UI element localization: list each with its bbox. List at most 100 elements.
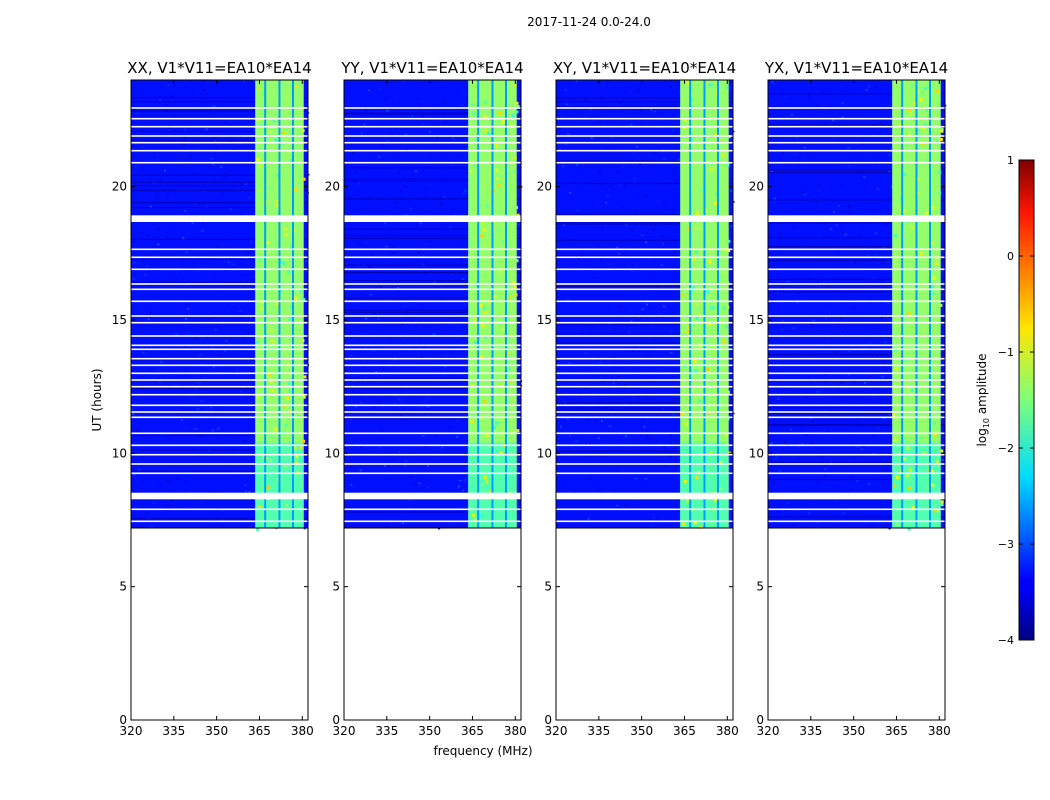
rfi-hotspot (472, 413, 476, 417)
heatmap-pixel (649, 307, 652, 310)
heatmap-row (131, 181, 308, 183)
x-tick-label: 380 (504, 724, 527, 738)
flagged-row (768, 256, 945, 259)
flagged-row (556, 135, 733, 137)
flagged-row (344, 335, 521, 337)
heatmap-pixel (136, 112, 139, 114)
rfi-hotspot (910, 84, 914, 88)
rfi-hotspot (266, 241, 270, 245)
heatmap-pixel (775, 80, 778, 82)
heatmap-pixel (579, 80, 582, 82)
heatmap-pixel (443, 121, 446, 123)
heatmap-pixel (855, 84, 858, 86)
heatmap-pixel (171, 95, 174, 98)
heatmap-row (556, 342, 733, 344)
rfi-hotspot (718, 487, 722, 491)
heatmap-pixel (452, 213, 455, 215)
heatmap-pixel (445, 224, 448, 226)
rfi-hotspot (939, 138, 943, 141)
flagged-row (131, 372, 308, 375)
rfi-hotspot (921, 127, 925, 131)
heatmap-pixel (137, 231, 140, 234)
heatmap-pixel (639, 110, 642, 112)
heatmap-pixel (188, 155, 191, 158)
flagged-row (344, 248, 521, 251)
heatmap-pixel (243, 440, 246, 442)
heatmap-row (344, 180, 521, 182)
y-tick-label: 10 (537, 446, 552, 460)
heatmap-pixel (165, 104, 168, 106)
x-tick-label: 365 (885, 724, 908, 738)
flagged-row (768, 404, 945, 407)
heatmap-pixel (195, 447, 198, 450)
rfi-hotspot (917, 90, 921, 94)
heatmap-pixel (563, 224, 566, 226)
rfi-hotspot (287, 277, 291, 281)
heatmap-pixel (248, 491, 251, 493)
heatmap-pixel (443, 484, 446, 487)
rfi-hotspot (512, 460, 516, 464)
heatmap-pixel (404, 464, 407, 467)
rfi-hotspot (707, 411, 711, 415)
rfi-hotspot (283, 464, 287, 468)
heatmap-pixel (185, 480, 187, 483)
rfi-hotspot (911, 90, 915, 94)
heatmap-pixel (617, 375, 620, 377)
flagged-row (131, 321, 308, 324)
heatmap-pixel (564, 143, 567, 145)
heatmap-pixel (816, 391, 819, 393)
heatmap-pixel (816, 521, 819, 524)
heatmap-pixel (185, 428, 188, 430)
heatmap-pixel (611, 137, 614, 139)
heatmap-pixel (678, 159, 681, 161)
heatmap-pixel (811, 323, 813, 326)
rfi-hotspot (260, 306, 264, 310)
heatmap-pixel (830, 410, 833, 412)
heatmap-row (768, 287, 945, 289)
heatmap-pixel (785, 95, 788, 97)
heatmap-pixel (392, 251, 395, 254)
rfi-hotspot (935, 426, 939, 430)
heatmap-row (344, 297, 521, 299)
flagged-row (768, 161, 945, 164)
heatmap-pixel (197, 203, 200, 205)
rfi-hotspot (683, 479, 687, 483)
heatmap-pixel (403, 185, 406, 188)
rfi-hotspot (709, 305, 713, 309)
heatmap-row (131, 258, 308, 260)
rfi-hotspot (896, 490, 900, 494)
rfi-hotspot (492, 189, 496, 193)
flagged-row (344, 364, 521, 367)
heatmap-pixel (677, 114, 680, 117)
rfi-hotspot (274, 360, 278, 364)
heatmap-pixel (575, 80, 578, 82)
heatmap-pixel (849, 212, 852, 214)
flagged-row (556, 495, 733, 500)
heatmap-pixel (619, 439, 622, 441)
heatmap-pixel (464, 479, 467, 481)
heatmap-pixel (585, 387, 588, 390)
heatmap-row (768, 237, 945, 239)
heatmap-pixel (150, 526, 153, 528)
heatmap-pixel (355, 171, 358, 173)
rfi-hotspot (681, 294, 685, 297)
flagged-row (768, 344, 945, 347)
heatmap-row (344, 178, 521, 180)
rfi-hotspot (511, 114, 515, 118)
heatmap-pixel (141, 170, 144, 172)
heatmap-pixel (826, 303, 829, 305)
heatmap-pixel (610, 397, 613, 399)
heatmap-pixel (671, 198, 674, 200)
rfi-hotspot (480, 514, 484, 518)
heatmap-pixel (139, 422, 142, 425)
heatmap-pixel (158, 482, 161, 485)
rfi-hotspot (471, 485, 474, 488)
heatmap-row (344, 526, 521, 528)
flagged-row (768, 444, 945, 447)
heatmap-pixel (595, 419, 598, 422)
heatmap-image (131, 80, 310, 531)
heatmap-pixel (213, 366, 215, 368)
heatmap-pixel (599, 320, 601, 323)
heatmap-pixel (557, 469, 560, 472)
